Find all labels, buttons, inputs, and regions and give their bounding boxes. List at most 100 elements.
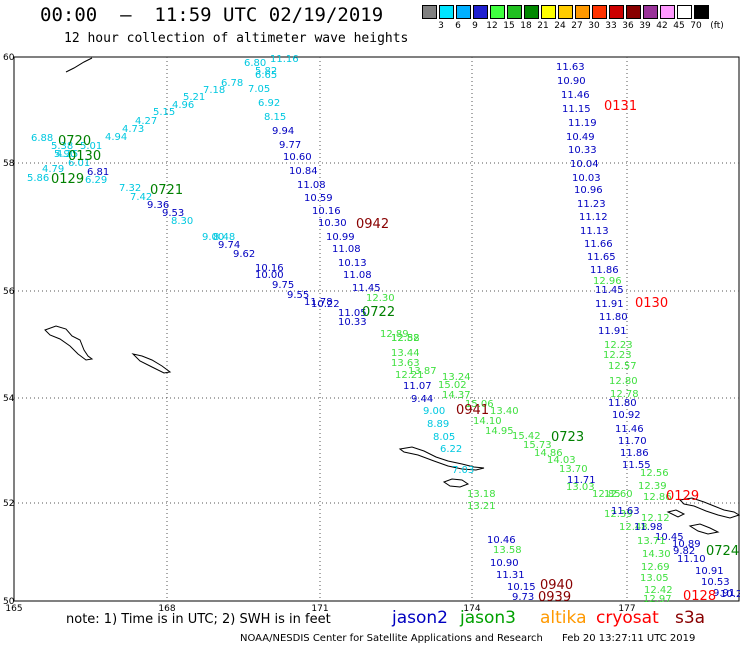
page-title: 00:00 – 11:59 UTC 02/19/2019: [40, 4, 384, 26]
lat-tick-label: 52: [3, 499, 14, 509]
wave-height-label: 11.70: [618, 436, 647, 447]
wave-height-label: 10.92: [612, 410, 641, 421]
wave-height-label: 10.46: [487, 535, 516, 546]
lat-tick-label: 58: [3, 159, 15, 169]
wave-height-label: 10.22: [311, 299, 340, 310]
wave-height-label: 8.05: [433, 432, 455, 443]
wave-height-label: 10.33: [338, 317, 367, 328]
wave-height-label: 11.91: [595, 299, 624, 310]
legend-swatch: [677, 5, 692, 19]
footer-credit: NOAA/NESDIS Center for Satellite Applica…: [240, 633, 543, 644]
legend-swatch: [694, 5, 709, 19]
wave-height-label: 12.96: [593, 276, 622, 287]
satellite-tracks: 11.166.805.826.656.787.185.214.965.154.2…: [27, 54, 740, 605]
legend-swatch: [609, 5, 624, 19]
wave-height-label: 11.45: [352, 283, 381, 294]
legend-label: 6: [455, 21, 461, 31]
wave-height-label: 10.90: [490, 558, 519, 569]
wave-height-label: 4.79: [42, 164, 64, 175]
wave-height-label: 11.91: [598, 326, 627, 337]
wave-height-label: 10.03: [572, 173, 601, 184]
pass-time-label: 0723: [551, 430, 584, 445]
wave-height-label: 9.44: [411, 394, 433, 405]
coast-kamchatka: [65, 57, 93, 73]
wave-height-label: 11.12: [579, 212, 608, 223]
wave-height-label: 11.16: [270, 54, 299, 65]
wave-height-label: 9.36: [147, 200, 169, 211]
lat-tick-label: 60: [3, 53, 15, 63]
wave-height-label: 5.86: [27, 173, 49, 184]
wave-height-label: 15.73: [523, 440, 552, 451]
coastlines: [44, 57, 740, 535]
wave-height-label: 10.15: [507, 582, 536, 593]
axis-tick-labels: 165 168 171 174 177 60 58 56 54 52 50: [3, 53, 636, 614]
wave-height-label: 11.98: [634, 522, 663, 533]
pass-time-label: 0940: [540, 578, 573, 593]
wave-height-label: 13.05: [640, 573, 669, 584]
lon-tick-label: 165: [5, 604, 22, 614]
wave-height-label: 6.78: [221, 78, 243, 89]
legend-label: 36: [622, 21, 634, 31]
wave-height-label: 14.86: [534, 448, 563, 459]
wave-height-label: 9.75: [272, 280, 294, 291]
wave-height-label: 12.42: [644, 585, 673, 596]
wave-height-label: 10.33: [568, 145, 597, 156]
wave-height-label: 10.49: [566, 132, 595, 143]
wave-height-label: 4.73: [122, 124, 144, 135]
wave-height-label: 11.31: [496, 570, 525, 581]
lon-tick-label: 168: [158, 604, 175, 614]
wave-height-label: 10.53: [701, 577, 730, 588]
legend-label: 15: [503, 21, 515, 31]
wave-height-label: 12.60: [604, 489, 633, 500]
satellite-name-cryosat: cryosat: [596, 608, 659, 628]
map-frame: [13, 56, 740, 602]
wave-height-label: 12.78: [610, 389, 639, 400]
graticule: [14, 57, 739, 601]
wave-height-label: 8.48: [213, 232, 235, 243]
wave-height-label: 12.58: [391, 333, 420, 344]
pass-time-label: 0724: [706, 544, 739, 559]
satellite-name-altika: altika: [540, 608, 587, 628]
legend-swatch: [558, 5, 573, 19]
wave-height-label: 12.30: [366, 293, 395, 304]
wave-height-label: 7.42: [130, 192, 152, 203]
lat-tick-label: 56: [3, 287, 15, 297]
lat-tick-label: 54: [3, 394, 15, 404]
pass-time-label: 0941: [456, 403, 489, 418]
legend-label: 27: [571, 21, 583, 31]
satellite-name-s3a: s3a: [675, 608, 706, 628]
wave-height-label: 7.18: [203, 85, 225, 96]
wave-height-label: 9.55: [287, 290, 309, 301]
wave-height-label: 9.62: [233, 249, 255, 260]
wave-height-label: 15.42: [512, 431, 541, 442]
legend-label: 21: [537, 21, 549, 31]
wave-height-label: 12.23: [603, 350, 632, 361]
wave-height-label: 11.86: [620, 448, 649, 459]
pass-time-label: 0939: [538, 590, 571, 605]
pass-time-label: 0129: [51, 172, 84, 187]
page-subtitle: 12 hour collection of altimeter wave hei…: [64, 31, 409, 46]
wave-height-label: 14.37: [442, 390, 471, 401]
wave-height-label: 9.53: [162, 208, 184, 219]
wave-height-label: 15.06: [465, 399, 494, 410]
legend-swatch: [439, 5, 454, 19]
legend-swatch: [473, 5, 488, 19]
wave-height-label: 10.96: [574, 185, 603, 196]
legend-swatch: [592, 5, 607, 19]
legend-swatch: [626, 5, 641, 19]
wave-height-label: 12.21: [395, 370, 424, 381]
island-andreanof: [678, 497, 740, 519]
wave-height-label: 14.95: [485, 426, 514, 437]
wave-height-label: 11.46: [561, 90, 590, 101]
wave-height-label: 4.25: [56, 149, 78, 160]
wave-height-label: 12.39: [638, 481, 667, 492]
wave-height-label: 11.46: [615, 424, 644, 435]
pass-time-label: 0722: [362, 305, 395, 320]
footer-note: note: 1) Time is in UTC; 2) SWH is in fe…: [66, 612, 331, 627]
wave-height-label: 11.80: [608, 398, 637, 409]
satellite-name-jason3: jason3: [460, 608, 516, 628]
wave-height-label: 9.82: [673, 546, 695, 557]
pass-time-label: 0128: [683, 589, 716, 604]
wave-height-label: 10.13: [338, 258, 367, 269]
wave-height-label: 13.58: [493, 545, 522, 556]
